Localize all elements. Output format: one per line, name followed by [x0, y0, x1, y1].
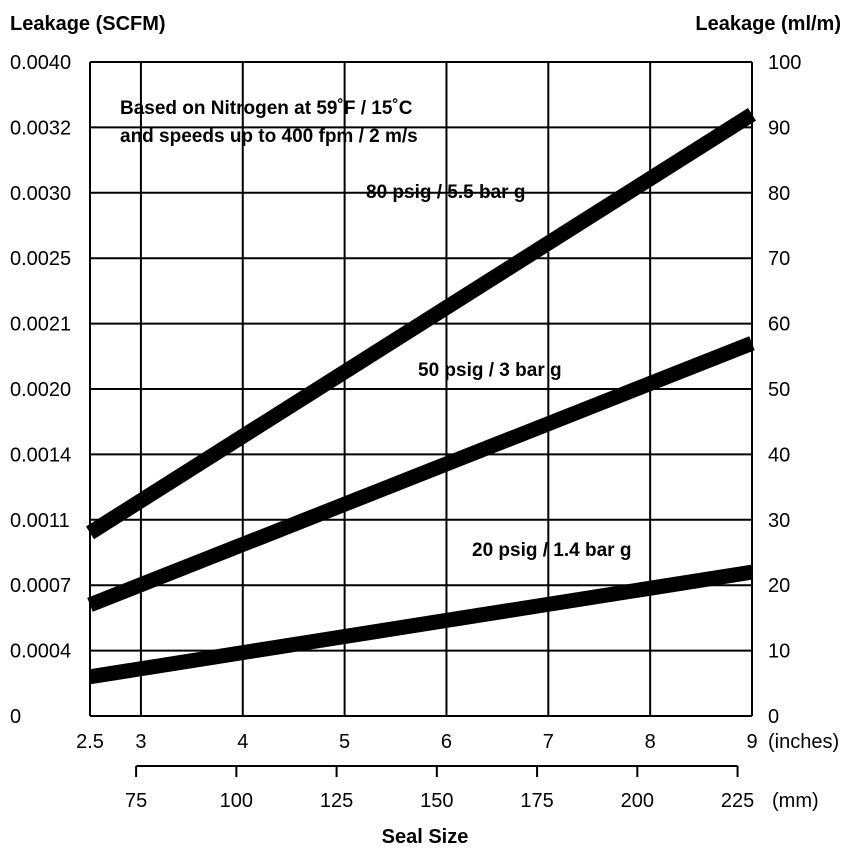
x-mm-tick-label: 225 — [721, 790, 754, 812]
x-inch-tick-label: 2.5 — [76, 731, 104, 753]
y-left-tick-label: 0.0014 — [10, 444, 71, 466]
note-line-1: Based on Nitrogen at 59˚F / 15˚C — [120, 98, 413, 119]
y-left-tick-label: 0.0032 — [10, 117, 71, 139]
x-mm-tick-label: 200 — [621, 790, 654, 812]
y-left-tick-label: 0.0040 — [10, 52, 71, 74]
y-right-tick-label: 100 — [768, 52, 801, 74]
x-mm-tick-label: 100 — [220, 790, 253, 812]
y-right-tick-label: 90 — [768, 117, 790, 139]
x-inch-tick-label: 5 — [339, 731, 350, 753]
x-inch-tick-label: 6 — [441, 731, 452, 753]
x-mm-tick-label: 150 — [420, 790, 453, 812]
y-left-tick-label: 0.0021 — [10, 314, 71, 336]
y-left-tick-label: 0.0030 — [10, 183, 71, 205]
y-right-tick-label: 60 — [768, 314, 790, 336]
y-right-tick-label: 80 — [768, 183, 790, 205]
y-right-tick-labels: 0 10 20 30 40 50 60 70 80 90 100 — [768, 52, 801, 728]
y-left-tick-label: 0 — [10, 706, 21, 728]
x-inch-tick-label: 4 — [237, 731, 248, 753]
x-inch-tick-labels: 2.5 3 4 5 6 7 8 9 — [76, 731, 757, 753]
y-right-tick-label: 70 — [768, 248, 790, 270]
y-left-tick-label: 0.0025 — [10, 248, 71, 270]
x-mm-axis: 75 100 125 150 175 200 225 — [125, 765, 754, 812]
x-mm-tick-label: 175 — [520, 790, 553, 812]
y-right-tick-label: 40 — [768, 444, 790, 466]
y-left-tick-label: 0.0011 — [10, 510, 70, 532]
series-label-80-psig: 80 psig / 5.5 bar g — [366, 182, 525, 203]
x-inch-tick-label: 7 — [543, 731, 554, 753]
y-left-tick-labels: 0 0.0004 0.0007 0.0011 0.0014 0.0020 0.0021 0.0… — [10, 52, 71, 728]
x-mm-unit-label: (mm) — [772, 790, 819, 812]
x-axis-title: Seal Size — [382, 826, 469, 848]
y-right-tick-label: 30 — [768, 510, 790, 532]
x-inches-unit-label: (inches) — [768, 731, 839, 753]
series-line-0 — [85, 107, 757, 540]
y-right-tick-label: 50 — [768, 379, 790, 401]
y-right-tick-label: 20 — [768, 575, 790, 597]
y-left-tick-label: 0.0007 — [10, 575, 71, 597]
x-mm-tick-label: 125 — [320, 790, 353, 812]
series-line-2 — [88, 564, 754, 685]
y-right-tick-label: 10 — [768, 641, 790, 663]
y-right-axis-title: Leakage (ml/m) — [695, 13, 841, 35]
note-line-2: and speeds up to 400 fpm / 2 m/s — [120, 126, 418, 147]
x-inch-tick-label: 3 — [135, 731, 146, 753]
series-label-20-psig: 20 psig / 1.4 bar g — [472, 540, 631, 561]
x-inch-tick-label: 8 — [645, 731, 656, 753]
y-left-tick-label: 0.0004 — [10, 641, 71, 663]
x-inch-tick-label: 9 — [746, 731, 757, 753]
x-mm-tick-label: 75 — [125, 790, 147, 812]
y-left-axis-title: Leakage (SCFM) — [10, 13, 166, 35]
series-label-50-psig: 50 psig / 3 bar g — [418, 360, 562, 381]
y-right-tick-label: 0 — [768, 706, 779, 728]
y-left-tick-label: 0.0020 — [10, 379, 71, 401]
series-lines — [85, 107, 757, 685]
series-line-1 — [87, 336, 755, 612]
